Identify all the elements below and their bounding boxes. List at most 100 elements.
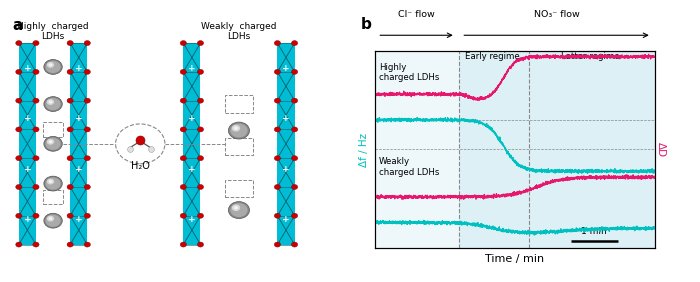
Circle shape: [33, 127, 39, 132]
Text: +: +: [75, 114, 83, 123]
Circle shape: [67, 127, 74, 132]
Y-axis label: Δf / Hz: Δf / Hz: [359, 132, 369, 167]
Text: Early regime: Early regime: [465, 52, 519, 61]
Circle shape: [232, 125, 240, 132]
Circle shape: [46, 177, 61, 190]
Circle shape: [197, 184, 204, 190]
Circle shape: [291, 184, 298, 190]
Circle shape: [67, 242, 74, 247]
Text: a: a: [12, 18, 22, 33]
Circle shape: [48, 140, 52, 143]
Circle shape: [44, 176, 62, 191]
Circle shape: [234, 206, 238, 210]
Circle shape: [84, 156, 90, 161]
Text: +: +: [24, 164, 32, 173]
Circle shape: [84, 98, 90, 103]
Bar: [183, 43, 200, 244]
Circle shape: [84, 184, 90, 190]
Text: Weakly  charged
LDHs: Weakly charged LDHs: [201, 22, 276, 41]
Circle shape: [274, 156, 281, 161]
Circle shape: [228, 202, 249, 219]
Y-axis label: ΔD: ΔD: [656, 142, 666, 157]
Circle shape: [116, 124, 165, 164]
Text: +: +: [188, 64, 196, 73]
Circle shape: [67, 213, 74, 218]
Circle shape: [67, 98, 74, 103]
Circle shape: [15, 213, 22, 218]
Circle shape: [47, 216, 54, 222]
Circle shape: [44, 136, 62, 151]
Text: +: +: [75, 64, 83, 73]
Circle shape: [15, 184, 22, 190]
Circle shape: [15, 41, 22, 46]
Text: Cl⁻ flow: Cl⁻ flow: [398, 10, 435, 19]
Circle shape: [44, 97, 62, 111]
Circle shape: [291, 127, 298, 132]
Circle shape: [84, 69, 90, 74]
Bar: [374, 51, 458, 248]
Text: +: +: [282, 164, 290, 173]
Bar: [43, 190, 63, 204]
Circle shape: [15, 69, 22, 74]
Circle shape: [180, 41, 186, 46]
Circle shape: [46, 138, 61, 150]
Circle shape: [274, 69, 281, 74]
Text: +: +: [282, 64, 290, 73]
Circle shape: [67, 184, 74, 190]
Bar: [70, 43, 88, 244]
Circle shape: [47, 179, 54, 184]
Circle shape: [291, 156, 298, 161]
Text: +: +: [24, 215, 32, 224]
Circle shape: [15, 242, 22, 247]
Text: +: +: [188, 215, 196, 224]
Circle shape: [197, 242, 204, 247]
Circle shape: [15, 127, 22, 132]
Circle shape: [47, 62, 54, 68]
Bar: [225, 95, 253, 113]
Circle shape: [33, 41, 39, 46]
Circle shape: [232, 204, 240, 211]
Circle shape: [197, 156, 204, 161]
Circle shape: [197, 98, 204, 103]
Bar: [19, 43, 36, 244]
Circle shape: [180, 127, 186, 132]
Text: NO₃⁻ flow: NO₃⁻ flow: [533, 10, 580, 19]
Circle shape: [291, 41, 298, 46]
Circle shape: [274, 127, 281, 132]
Circle shape: [84, 213, 90, 218]
Circle shape: [48, 180, 52, 183]
Circle shape: [84, 242, 90, 247]
Text: H₂O: H₂O: [131, 161, 150, 171]
Circle shape: [15, 156, 22, 161]
Circle shape: [274, 242, 281, 247]
Circle shape: [274, 98, 281, 103]
Circle shape: [274, 41, 281, 46]
Circle shape: [274, 184, 281, 190]
Circle shape: [44, 60, 62, 74]
Circle shape: [228, 122, 249, 139]
Circle shape: [84, 127, 90, 132]
Circle shape: [291, 242, 298, 247]
Circle shape: [33, 156, 39, 161]
Circle shape: [15, 98, 22, 103]
Circle shape: [197, 41, 204, 46]
Circle shape: [291, 69, 298, 74]
Circle shape: [230, 124, 248, 138]
Text: +: +: [188, 114, 196, 123]
Circle shape: [180, 184, 186, 190]
Circle shape: [84, 41, 90, 46]
Circle shape: [48, 217, 52, 220]
Circle shape: [48, 100, 52, 103]
Circle shape: [234, 127, 238, 130]
Text: +: +: [75, 164, 83, 173]
Circle shape: [33, 242, 39, 247]
Circle shape: [180, 242, 186, 247]
Circle shape: [67, 69, 74, 74]
Circle shape: [180, 69, 186, 74]
Circle shape: [197, 127, 204, 132]
Text: Highly
charged LDHs: Highly charged LDHs: [379, 63, 439, 82]
Circle shape: [33, 213, 39, 218]
Circle shape: [67, 41, 74, 46]
Circle shape: [180, 156, 186, 161]
Text: +: +: [282, 215, 290, 224]
